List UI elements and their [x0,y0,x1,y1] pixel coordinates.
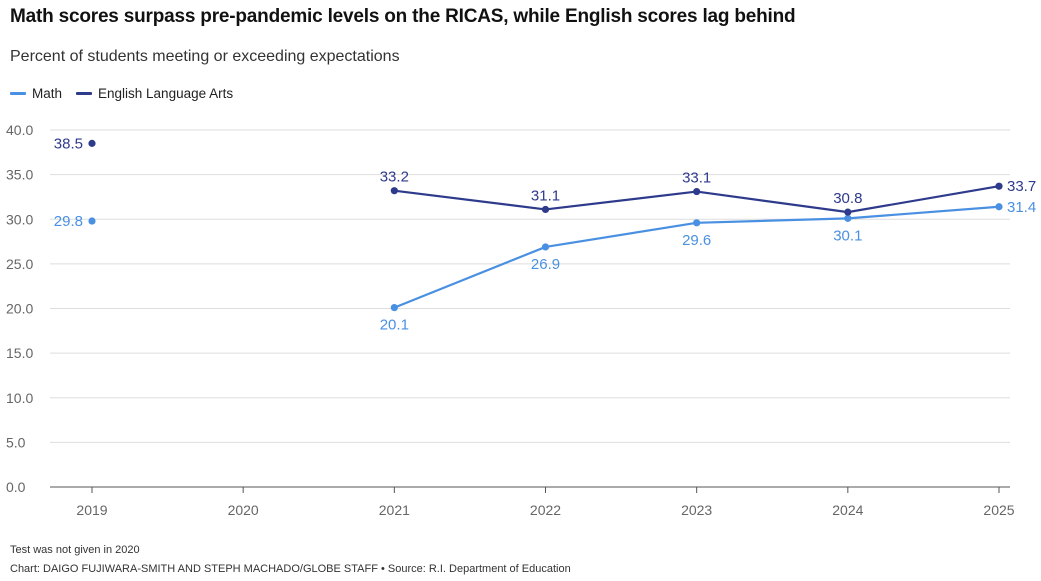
data-label-english-language-arts: 33.1 [682,170,711,187]
legend-swatch-ela [76,92,93,95]
x-axis-ticks: 2019 2020 2021 2022 2023 2024 2025 [76,487,1015,518]
y-tick-label: 0.0 [6,479,26,495]
data-label-english-language-arts: 38.5 [54,135,83,152]
data-point-math [541,243,550,251]
chart-credit: Chart: DAIGO FUJIWARA-SMITH AND STEPH MA… [10,563,571,575]
x-tick-label: 2022 [530,502,561,518]
data-label-math: 26.9 [531,256,560,273]
series-points [88,139,1003,312]
data-point-math [390,304,398,312]
x-tick-label: 2020 [228,502,259,518]
gridlines [50,129,1010,488]
data-point-math [88,217,96,225]
x-tick-label: 2025 [983,502,1014,518]
x-tick-label: 2021 [379,502,410,518]
data-label-math: 30.1 [833,227,862,244]
data-point-english-language-arts [88,139,96,147]
chart-note: Test was not given in 2020 [10,544,140,556]
data-label-english-language-arts: 33.7 [1007,178,1036,195]
y-tick-label: 5.0 [6,434,26,450]
legend-label-math: Math [32,86,63,101]
y-tick-label: 10.0 [6,390,33,406]
chart-title: Math scores surpass pre-pandemic levels … [10,6,796,27]
x-tick-label: 2024 [832,502,863,518]
data-point-english-language-arts [390,187,398,195]
data-label-math: 29.8 [54,213,83,230]
y-tick-label: 20.0 [6,301,33,317]
legend: Math English Language Arts [10,86,233,101]
line-chart: 0.05.010.015.020.025.030.035.040.0 2019 2… [6,122,1036,518]
data-point-math [844,214,852,222]
y-tick-label: 30.0 [6,211,33,227]
data-label-math: 20.1 [380,317,409,334]
data-label-english-language-arts: 33.2 [380,169,409,186]
data-labels: 29.8 20.1 26.9 29.6 30.1 31.4 38.5 33.2 31.1 33.1… [54,135,1036,333]
data-label-english-language-arts: 30.8 [833,190,862,207]
x-tick-label: 2023 [681,502,712,518]
legend-label-ela: English Language Arts [98,86,234,101]
y-tick-label: 35.0 [6,167,33,183]
data-point-english-language-arts [844,208,852,216]
legend-item-math: Math [10,86,62,101]
y-tick-label: 15.0 [6,345,33,361]
data-point-english-language-arts [995,182,1003,190]
y-tick-label: 25.0 [6,256,33,272]
data-label-math: 29.6 [682,232,711,249]
data-point-english-language-arts [693,187,701,196]
legend-swatch-math [10,92,26,95]
data-point-english-language-arts [541,205,550,214]
y-axis-ticks: 0.0 5.0 10.0 15.0 20.0 25.0 30.0 35.0 40.0 [6,122,33,495]
chart-subtitle: Percent of students meeting or exceeding… [10,48,400,65]
y-tick-label: 40.0 [6,122,33,138]
data-point-math [693,219,701,227]
data-label-english-language-arts: 31.1 [531,187,560,204]
data-label-math: 31.4 [1007,199,1036,216]
legend-item-ela: English Language Arts [76,86,233,101]
x-tick-label: 2019 [76,502,107,518]
data-point-math [995,203,1003,211]
